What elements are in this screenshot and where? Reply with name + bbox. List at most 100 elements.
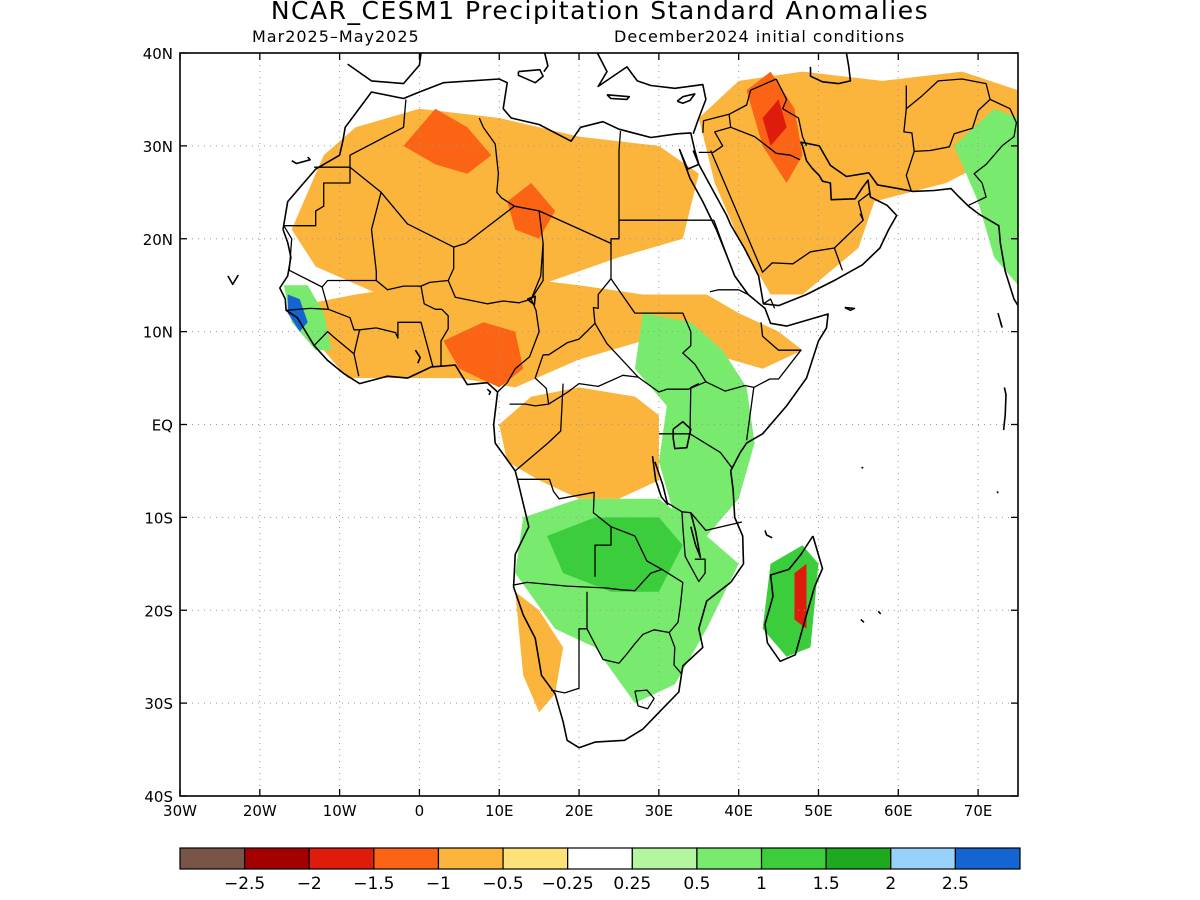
- border-b22: [713, 219, 729, 258]
- coastline-canaries: [291, 156, 311, 165]
- colorbar-label: −1.5: [353, 874, 394, 894]
- coastline-crete: [606, 94, 631, 101]
- border-b33: [516, 478, 612, 577]
- x-tick-label: 30W: [163, 802, 197, 820]
- border-b42: [698, 114, 732, 154]
- anomaly-region-sahara-core-dry: [403, 108, 492, 174]
- border-b9: [420, 285, 442, 310]
- border-b39: [668, 632, 683, 675]
- y-tick-label: 20N: [143, 231, 173, 249]
- border-b41: [702, 78, 777, 133]
- coastline-cyprus: [676, 93, 696, 104]
- border-b34: [512, 581, 622, 591]
- border-b17: [592, 278, 612, 324]
- coastline-sri-lanka: [1056, 334, 1072, 367]
- coastline-mauritius: [877, 610, 882, 615]
- colorbar-label: 1.5: [813, 874, 840, 894]
- y-tick-label: 20S: [144, 602, 173, 620]
- border-b15: [534, 322, 639, 405]
- coastline-lake-tanganyika: [651, 455, 669, 506]
- x-tick-label: 30E: [645, 802, 674, 820]
- border-b5: [286, 286, 330, 311]
- border-b7: [447, 210, 544, 305]
- coastline-lake-malawi: [690, 512, 702, 559]
- coastline-comoros: [764, 530, 773, 539]
- border-b2: [314, 99, 407, 168]
- border-b50: [968, 98, 1018, 206]
- colorbar-label: −2.5: [224, 874, 265, 894]
- coastline-lake-victoria: [672, 420, 692, 450]
- border-b16: [530, 243, 544, 300]
- colorbar-label: −0.5: [482, 874, 523, 894]
- x-tick-label: 50E: [804, 802, 833, 820]
- border-b31: [514, 383, 564, 472]
- x-tick-label: 20W: [243, 802, 277, 820]
- forecast-period: Mar2025–May2025: [252, 27, 420, 46]
- colorbar-swatch: [373, 847, 440, 870]
- border-b13: [328, 308, 360, 331]
- border-b1: [349, 166, 612, 279]
- colorbar-swatch: [825, 847, 892, 870]
- colorbar-swatch: [631, 847, 698, 870]
- colorbar-label: 2.5: [942, 874, 969, 894]
- border-b20: [494, 143, 515, 207]
- border-b49: [905, 78, 991, 153]
- colorbar-label: 2: [885, 874, 896, 894]
- coastline-cape-verde: [227, 274, 239, 286]
- colorbar-swatch: [890, 847, 956, 870]
- coastline-lakshadweep: [997, 312, 1003, 328]
- border-b25: [705, 322, 802, 392]
- colorbar-label: 0.25: [613, 874, 651, 894]
- coastlines: [227, 53, 1072, 749]
- coastline-bioko: [486, 388, 492, 396]
- coastline-mediterranean-east: [596, 53, 707, 135]
- coastline-reunion: [860, 618, 865, 623]
- border-b18: [610, 219, 714, 244]
- x-tick-label: 10W: [323, 802, 357, 820]
- border-b21: [478, 117, 496, 145]
- country-borders: [283, 78, 1018, 710]
- anomaly-region-guinea-blue: [287, 294, 308, 332]
- border-b51: [763, 298, 776, 309]
- colorbar-swatch: [696, 847, 763, 870]
- border-b47: [857, 192, 870, 221]
- y-tick-label: EQ: [152, 417, 173, 435]
- coastline-socotra: [844, 306, 856, 312]
- border-b44: [775, 78, 808, 147]
- colorbar-swatch: [567, 847, 633, 870]
- colorbar-label: −0.25: [542, 874, 594, 894]
- border-b6: [375, 247, 455, 291]
- anomaly-region-zambia-wet: [547, 517, 683, 592]
- coastline-chagos: [996, 491, 999, 494]
- anomaly-region-madagascar-dry: [794, 563, 807, 629]
- x-tick-label: 0: [415, 802, 425, 820]
- coastline-mediterranean-north: [347, 53, 422, 85]
- border-b45: [710, 150, 864, 273]
- colorbar-swatch: [954, 847, 1021, 870]
- colorbar-legend: −2.5 −2 −1.5 −1 −0.5 −0.25 0.25 0.5 1 1.5 2 2.5: [179, 847, 1021, 894]
- border-b24: [637, 376, 707, 393]
- y-tick-label: 10N: [143, 324, 173, 342]
- anomaly-region-nigeria-dry: [443, 322, 524, 388]
- anomaly-region-iraq-core: [762, 99, 787, 146]
- coastline-maldives: [1002, 387, 1007, 431]
- coastline-italy: [543, 53, 549, 73]
- y-tick-label: 30S: [144, 695, 173, 713]
- anomaly-shading: [283, 71, 1018, 713]
- coastline-africa: [278, 78, 829, 749]
- y-tick-label: 40N: [143, 45, 173, 63]
- border-b29: [658, 433, 733, 469]
- initial-conditions: December2024 initial conditions: [614, 27, 906, 46]
- border-b8: [440, 308, 449, 366]
- x-tick-label: 40E: [724, 802, 753, 820]
- border-b27: [689, 383, 700, 434]
- colorbar-swatch: [437, 847, 504, 870]
- map-title: NCAR_CESM1 Precipitation Standard Anomal…: [270, 0, 930, 25]
- colorbar-swatch: [760, 847, 827, 870]
- coastline-madagascar: [764, 535, 824, 663]
- anomaly-region-west-sahara-dry: [291, 108, 699, 295]
- y-tick-label: 40S: [144, 788, 173, 806]
- border-b40: [634, 689, 655, 710]
- border-b14: [497, 298, 540, 393]
